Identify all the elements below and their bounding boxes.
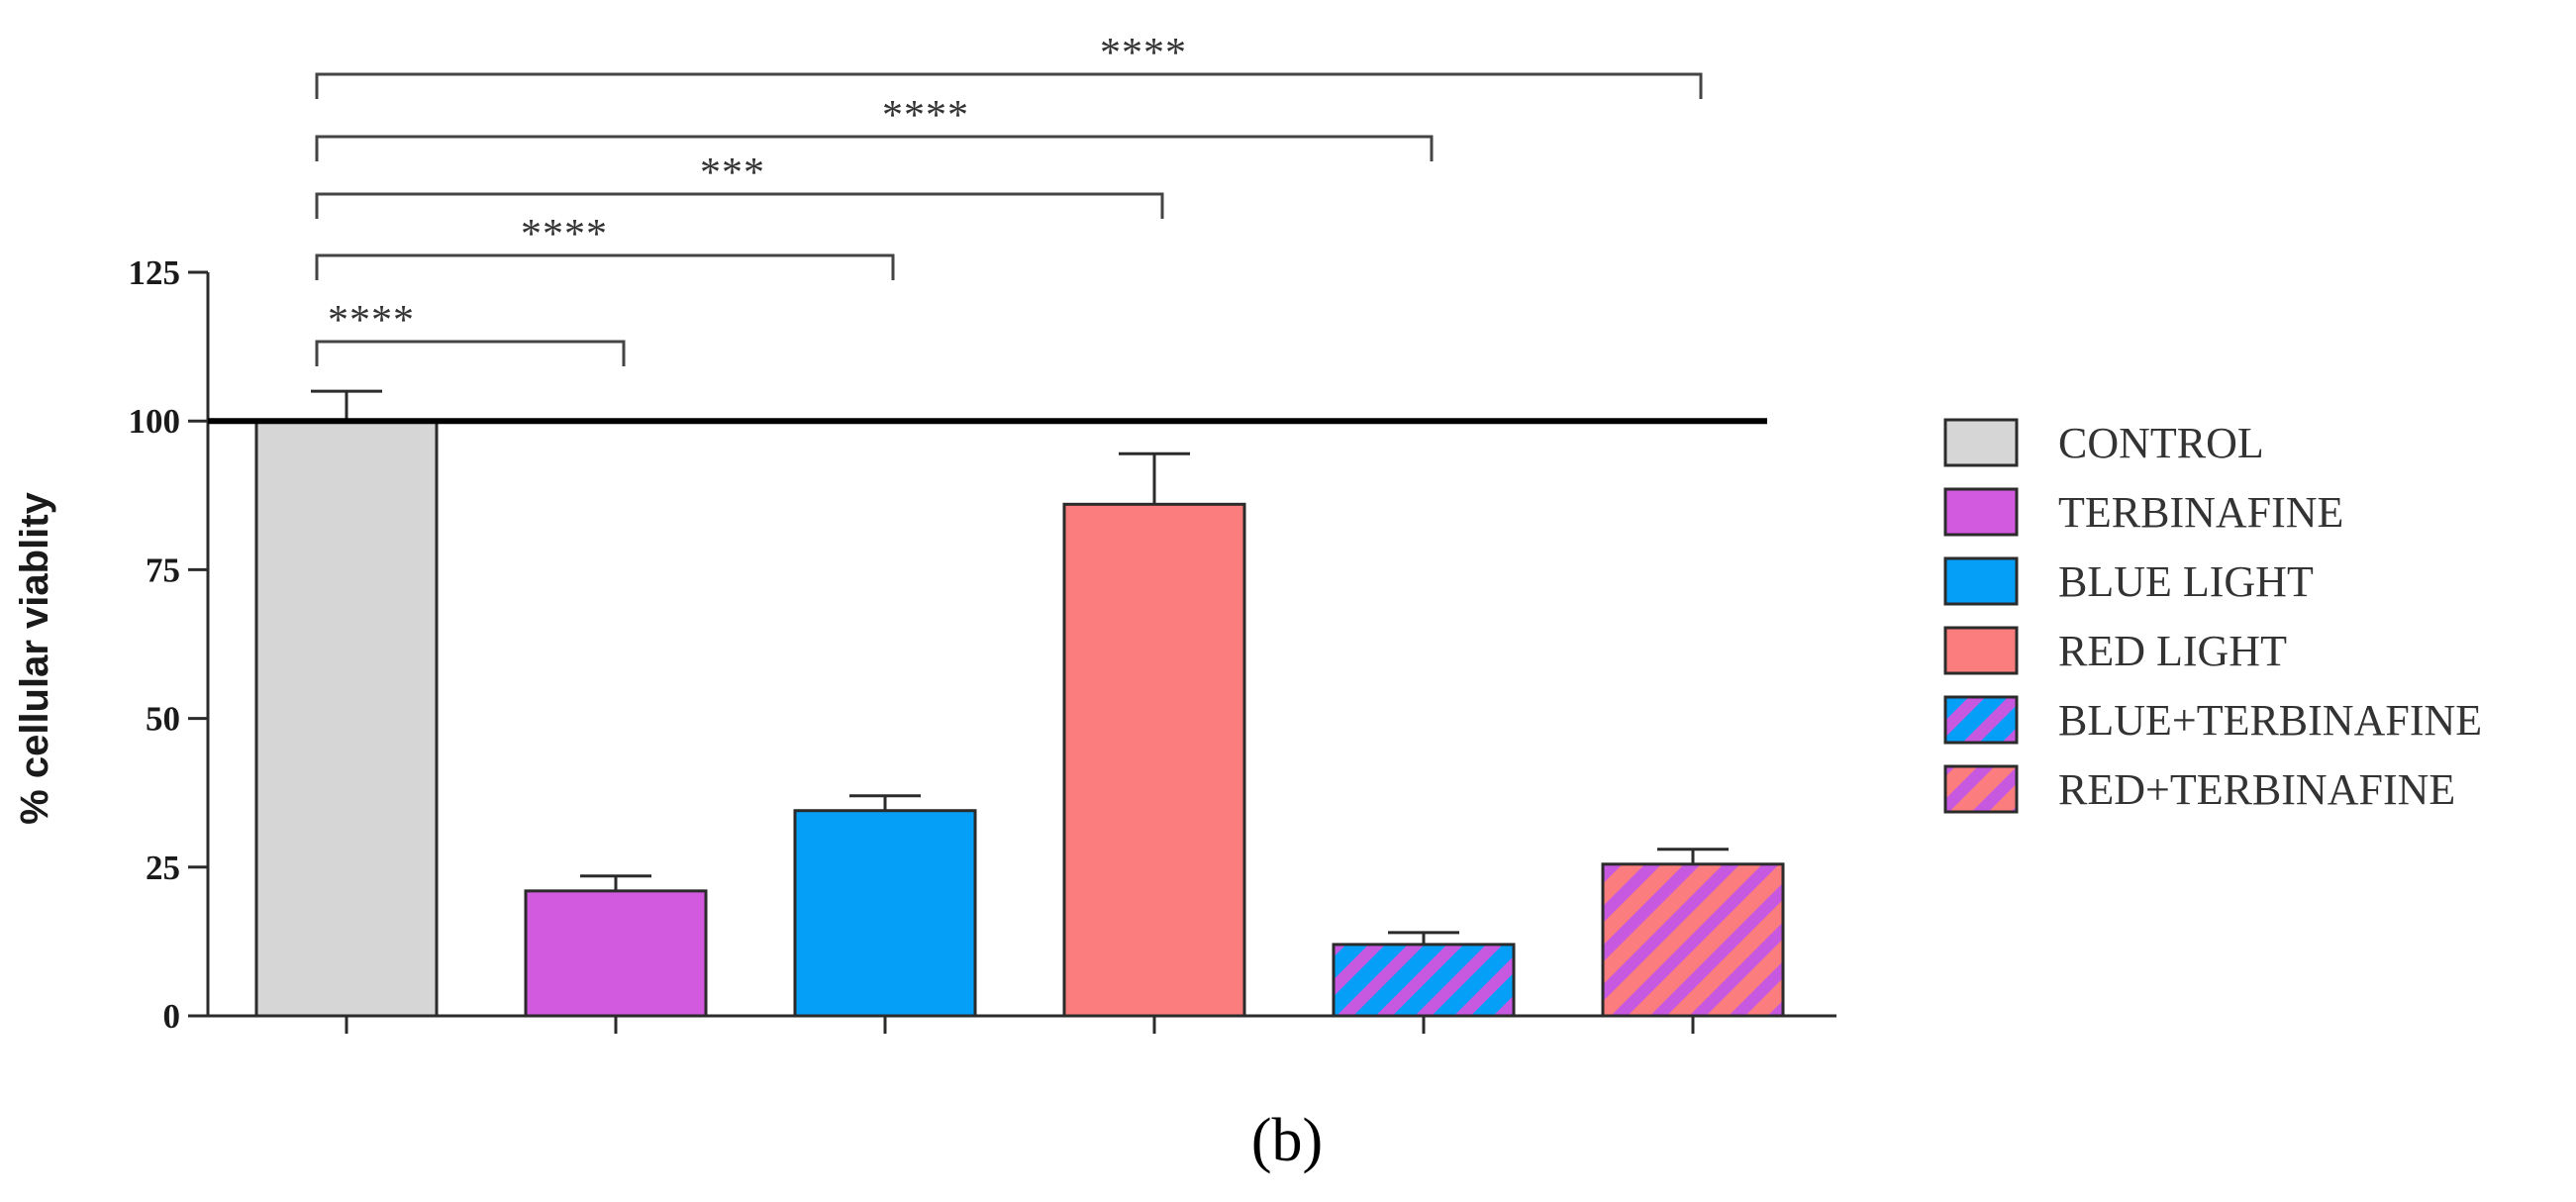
significance-brackets: ******************* — [315, 31, 1703, 366]
bar-blue-terbinafine — [1332, 943, 1516, 1018]
significance-label: **** — [1100, 31, 1187, 76]
bar-blue-light — [793, 809, 977, 1018]
legend-swatch — [1943, 556, 2019, 606]
axes: 0 25 50 75 100 125 — [129, 253, 1836, 1036]
legend-entry: RED+TERBINAFINE — [2058, 765, 2455, 814]
bar-terbinafine — [524, 889, 708, 1018]
panel-label: (b) — [1251, 1107, 1323, 1174]
y-tick-label: 0 — [163, 997, 181, 1036]
bar-control — [254, 419, 439, 1018]
legend-entry: BLUE LIGHT — [2058, 557, 2314, 606]
legend-swatch — [1943, 487, 2019, 537]
legend-swatch — [1943, 695, 2019, 745]
y-tick-label: 25 — [146, 849, 180, 887]
legend: CONTROL TERBINAFINE BLUE LIGHT RED LIGHT BLU… — [1943, 418, 2482, 814]
significance-label: *** — [700, 150, 765, 196]
bar-red-light — [1062, 502, 1246, 1018]
legend-swatch — [1943, 626, 2019, 675]
y-tick-label: 50 — [146, 700, 180, 739]
significance-bracket — [315, 135, 1434, 161]
significance-bracket — [315, 253, 895, 280]
legend-entry: BLUE+TERBINAFINE — [2058, 696, 2482, 745]
significance-bracket — [315, 340, 626, 366]
legend-entry: CONTROL — [2058, 419, 2264, 467]
y-axis-label: % cellular viablity — [13, 491, 56, 824]
significance-label: **** — [521, 212, 608, 257]
significance-label: **** — [328, 298, 415, 344]
legend-entry: RED LIGHT — [2058, 627, 2287, 675]
bars — [208, 389, 1785, 1018]
legend-entry: TERBINAFINE — [2058, 488, 2343, 537]
y-tick-label: 75 — [146, 551, 180, 589]
significance-bracket — [315, 72, 1703, 99]
bar-red-terbinafine — [1601, 862, 1785, 1018]
y-tick-label: 125 — [129, 253, 181, 292]
legend-swatch — [1943, 418, 2019, 467]
legend-swatch — [1943, 764, 2019, 814]
significance-bracket — [315, 192, 1164, 219]
significance-label: **** — [882, 93, 969, 139]
y-tick-label: 100 — [129, 402, 181, 441]
